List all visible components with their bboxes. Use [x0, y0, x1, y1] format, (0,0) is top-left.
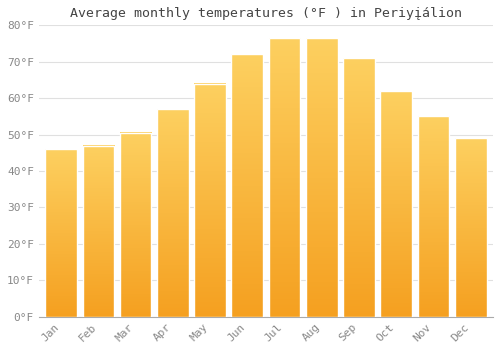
Bar	[82, 146, 114, 317]
Bar	[157, 109, 188, 317]
Bar	[418, 117, 450, 317]
Bar	[380, 91, 412, 317]
Title: Average monthly temperatures (°F ) in Periyįálion: Average monthly temperatures (°F ) in Pe…	[70, 7, 462, 20]
Bar	[120, 133, 152, 317]
Bar	[194, 84, 226, 317]
Bar	[268, 38, 300, 317]
Bar	[46, 149, 77, 317]
Bar	[343, 58, 375, 317]
Bar	[455, 138, 486, 317]
Bar	[232, 55, 263, 317]
Bar	[306, 38, 338, 317]
